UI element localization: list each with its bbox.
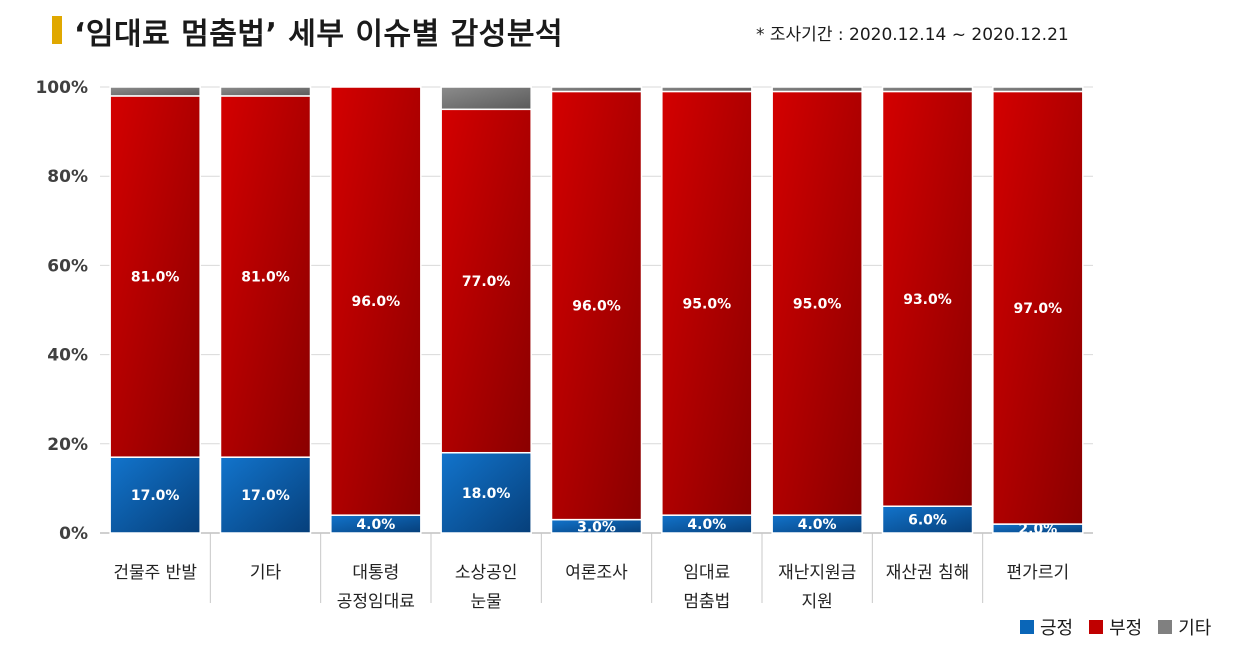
bar-segment-other [771, 86, 863, 93]
data-label: 4.0% [687, 517, 726, 533]
data-label: 6.0% [908, 513, 947, 529]
x-tick-label: 임대료 [683, 563, 730, 583]
bar-segment-other [440, 86, 532, 111]
bar-segment-negative [771, 90, 863, 516]
y-tick-label: 100% [35, 78, 88, 98]
x-tick-label: 여론조사 [565, 563, 628, 583]
legend-label-negative: 부정 [1109, 618, 1143, 639]
data-label: 96.0% [572, 299, 621, 315]
bar-segment-other [881, 86, 974, 93]
data-label: 93.0% [903, 292, 952, 308]
bar-segment-positive [440, 451, 532, 534]
x-tick-label: 편가르기 [1007, 563, 1070, 583]
bar-segment-negative [992, 90, 1084, 525]
bar-segment-other [992, 86, 1084, 93]
bar-segment-negative [550, 90, 643, 521]
legend-item-negative: 부정 [1089, 614, 1142, 640]
data-label: 3.0% [577, 519, 616, 535]
title-accent-bar [52, 16, 62, 44]
legend-swatch-positive [1020, 620, 1034, 634]
data-label: 81.0% [131, 270, 180, 286]
data-label: 4.0% [798, 517, 837, 533]
bar-segment-positive [109, 456, 201, 534]
x-tick-label: 지원 [802, 592, 833, 612]
data-label: 95.0% [793, 296, 842, 312]
legend-item-other: 기타 [1158, 614, 1211, 640]
data-label: 77.0% [462, 274, 511, 290]
x-tick-label: 멈춤법 [683, 592, 730, 612]
chart-legend: 긍정 부정 기타 [1020, 614, 1211, 640]
bar-segment-negative [109, 95, 201, 458]
bar-segment-other [109, 86, 201, 97]
x-tick-label: 재산권 침해 [886, 563, 970, 583]
legend-label-positive: 긍정 [1040, 618, 1074, 639]
bar-segment-other [661, 86, 753, 93]
data-label: 2.0% [1018, 522, 1057, 538]
y-tick-label: 0% [59, 524, 88, 544]
data-label: 95.0% [683, 296, 732, 312]
data-label: 97.0% [1014, 301, 1063, 317]
page-title: ‘임대료 멈춤법’ 세부 이슈별 감성분석 [74, 17, 564, 52]
data-label: 18.0% [462, 486, 511, 502]
y-tick-label: 80% [47, 167, 88, 187]
data-label: 17.0% [131, 488, 180, 504]
bar-segment-other [550, 86, 643, 93]
y-tick-label: 20% [47, 435, 88, 455]
y-tick-label: 40% [47, 346, 88, 366]
x-tick-label: 대통령 [352, 563, 399, 583]
x-tick-label: 눈물 [471, 592, 502, 612]
legend-label-other: 기타 [1178, 618, 1212, 639]
legend-swatch-other [1158, 620, 1173, 634]
x-tick-label: 공정임대료 [337, 592, 415, 612]
data-label: 81.0% [241, 270, 290, 286]
bar-segment-negative [661, 90, 753, 516]
x-tick-label: 기타 [250, 563, 282, 583]
bar-segment-negative [881, 90, 974, 507]
x-tick-label: 건물주 반발 [113, 563, 197, 583]
bar-segment-negative [330, 86, 422, 516]
survey-period: * 조사기간 : 2020.12.14 ~ 2020.12.21 [756, 25, 1069, 45]
data-label: 96.0% [352, 294, 401, 310]
legend-item-positive: 긍정 [1020, 614, 1073, 640]
data-label: 17.0% [241, 488, 290, 504]
x-tick-label: 재난지원금 [778, 563, 856, 583]
legend-swatch-negative [1089, 620, 1104, 634]
x-tick-label: 소상공인 [455, 563, 518, 583]
bar-segment-other [219, 86, 312, 97]
y-tick-label: 60% [47, 256, 88, 276]
data-label: 4.0% [356, 517, 395, 533]
